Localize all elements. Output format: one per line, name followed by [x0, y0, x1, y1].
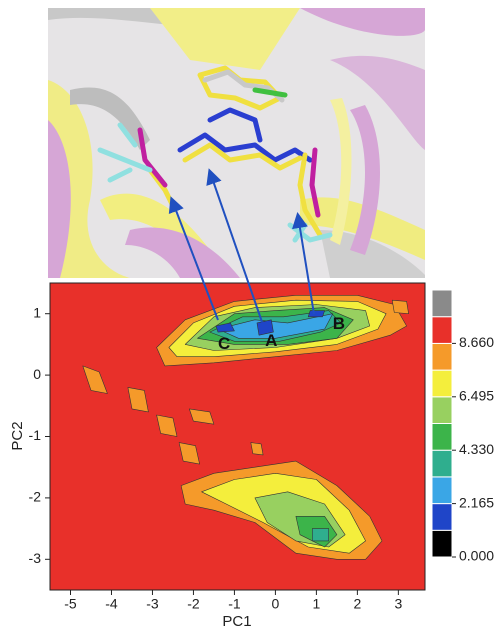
colorbar-swatch — [432, 317, 452, 344]
x-tick-label: -5 — [64, 596, 77, 612]
colorbar-swatch — [432, 290, 452, 317]
colorbar-tick-label: 2.165 — [459, 494, 494, 510]
colorbar-swatch — [432, 504, 452, 531]
x-tick-label: 2 — [353, 596, 361, 612]
colorbar-swatch — [432, 370, 452, 397]
x-tick-label: 0 — [272, 596, 280, 612]
colorbar-swatch — [432, 343, 452, 370]
contour-region — [251, 443, 263, 455]
x-tick-label: -4 — [105, 596, 118, 612]
colorbar-tick-label: 4.330 — [459, 441, 494, 457]
contour-region — [308, 311, 324, 317]
x-tick-label: 3 — [394, 596, 402, 612]
colorbar-swatch — [432, 477, 452, 504]
y-tick-label: 0 — [33, 366, 41, 382]
y-tick-label: 1 — [33, 304, 41, 320]
y-tick-label: -1 — [29, 427, 42, 443]
colorbar-swatch — [432, 424, 452, 451]
x-tick-label: -2 — [187, 596, 200, 612]
colorbar-swatch — [432, 397, 452, 424]
plot-area — [50, 283, 425, 590]
annotation: C — [218, 334, 230, 353]
colorbar-swatch — [432, 450, 452, 477]
annotation: B — [333, 314, 345, 333]
colorbar-tick-label: 8.660 — [459, 334, 494, 350]
figure: -5 -4 -3 -2 -1 0 1 2 3 -3 -2 -1 0 1 PC1 PC2 C A B 8.660 6… — [0, 0, 503, 634]
y-axis-label: PC2 — [9, 421, 26, 450]
colorbar-tick-label: 0.000 — [459, 548, 494, 564]
contour-region — [312, 529, 328, 541]
page: html, body { margin: 0; padding: 0; back… — [0, 0, 503, 634]
x-tick-label: -3 — [146, 596, 159, 612]
colorbar-tick-label: 6.495 — [459, 388, 494, 404]
x-axis-label: PC1 — [222, 613, 251, 630]
colorbar-swatch — [432, 530, 452, 557]
structure-image — [48, 8, 425, 278]
x-tick-label: -1 — [228, 596, 241, 612]
x-tick-label: 1 — [312, 596, 320, 612]
contour-region — [392, 300, 408, 314]
y-tick-label: -2 — [29, 489, 42, 505]
y-tick-label: -3 — [29, 550, 42, 566]
body: {"chart_data": { "type": "contour", "xla… — [0, 0, 503, 634]
colorbar: 8.660 6.495 4.330 2.165 0.000 — [432, 290, 494, 564]
annotation: A — [265, 331, 277, 350]
